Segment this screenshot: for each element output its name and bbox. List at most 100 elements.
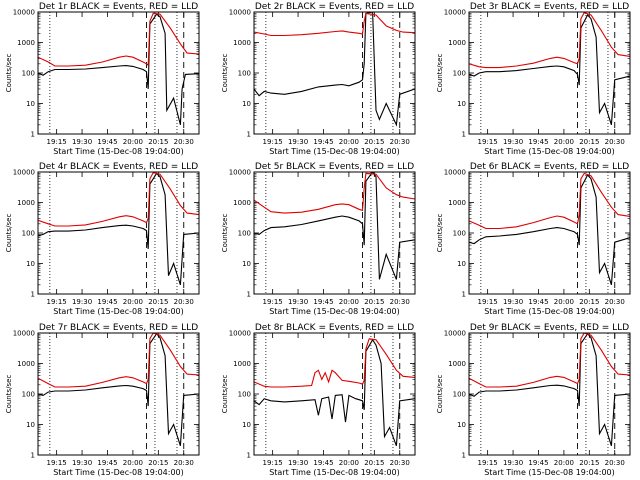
events-series-line [254,12,415,127]
events-series-line [469,174,630,285]
y-tick-label: 100 [22,230,35,238]
x-tick-label: 20:15 [148,459,168,467]
y-tick-label: 100 [238,70,251,78]
y-tick-label: 1 [247,131,251,139]
x-tick-label: 19:45 [97,298,117,306]
plot-frame [468,332,631,456]
y-tick-label: 1 [31,291,35,299]
panel-title: Det 3r BLACK = Events, RED = LLD [470,2,629,12]
y-tick-label: 1000 [233,39,251,47]
panel-det-8: Det 8r BLACK = Events, RED = LLD 1 10 100 10… [221,323,416,477]
panel-det-1: Det 1r BLACK = Events, RED = LLD 1 10 100 10… [5,2,200,156]
lld-series-line [254,338,415,388]
y-tick-label: 10 [26,260,35,268]
y-axis-label: Counts/sec [436,214,444,253]
x-tick-label: 19:45 [313,459,333,467]
lld-series-line [38,12,199,67]
panel-det-9: Det 9r BLACK = Events, RED = LLD 1 10 100 10… [436,323,631,477]
x-tick-label: 20:15 [364,298,384,306]
y-tick-label: 10000 [444,9,466,17]
events-series-line [254,172,415,280]
x-tick-label: 19:30 [503,298,523,306]
x-tick-label: 19:30 [288,459,308,467]
x-tick-label: 19:15 [478,298,498,306]
lld-series-line [469,12,630,69]
x-axis-label: Start Time (15-Dec-08 19:04:00) [53,468,184,477]
panel-det-3: Det 3r BLACK = Events, RED = LLD 1 10 100 10… [436,2,631,156]
x-axis-label: Start Time (15-Dec-08 19:04:00) [269,468,400,477]
y-tick-label: 1 [247,291,251,299]
lld-series-line [38,333,199,388]
plot-frame [37,11,200,135]
y-tick-label: 1000 [448,199,466,207]
x-tick-label: 20:30 [390,298,410,306]
panel-title: Det 5r BLACK = Events, RED = LLD [255,162,414,172]
x-tick-label: 20:15 [148,138,168,146]
panel-title: Det 8r BLACK = Events, RED = LLD [255,323,414,333]
y-tick-label: 10 [242,260,251,268]
y-tick-label: 100 [22,391,35,399]
y-tick-label: 10 [457,421,466,429]
lld-series-line [254,12,415,37]
x-tick-label: 19:45 [97,459,117,467]
x-axis-label: Start Time (15-Dec-08 19:04:00) [53,147,184,156]
x-axis-label: Start Time (15-Dec-08 19:04:00) [269,307,400,316]
panel-title: Det 4r BLACK = Events, RED = LLD [39,162,198,172]
y-tick-label: 1000 [17,199,35,207]
y-tick-label: 100 [238,230,251,238]
x-tick-label: 20:00 [554,459,574,467]
x-tick-label: 19:15 [47,298,67,306]
y-tick-label: 1000 [17,39,35,47]
x-axis-label: Start Time (15-Dec-08 19:04:00) [53,307,184,316]
lld-series-line [254,172,415,214]
panel-title: Det 9r BLACK = Events, RED = LLD [470,323,629,333]
y-tick-label: 10000 [229,330,251,338]
x-tick-label: 20:30 [605,298,625,306]
y-tick-label: 1 [462,131,466,139]
y-axis-label: Counts/sec [221,54,229,93]
x-tick-label: 20:30 [174,138,194,146]
x-tick-label: 20:00 [339,298,359,306]
lld-series-line [469,333,630,388]
x-tick-label: 19:15 [263,459,283,467]
y-tick-label: 1 [31,452,35,460]
x-tick-label: 19:45 [528,138,548,146]
x-tick-label: 20:30 [174,459,194,467]
x-tick-label: 20:00 [339,459,359,467]
panel-det-6: Det 6r BLACK = Events, RED = LLD 1 10 100 10… [436,162,631,316]
y-tick-label: 1000 [233,360,251,368]
x-tick-label: 20:00 [123,138,143,146]
y-tick-label: 10 [26,421,35,429]
y-tick-label: 1 [462,452,466,460]
x-axis-label: Start Time (15-Dec-08 19:04:00) [484,147,615,156]
x-axis-label: Start Time (15-Dec-08 19:04:00) [484,307,615,316]
x-tick-label: 20:30 [605,138,625,146]
panel-title: Det 1r BLACK = Events, RED = LLD [39,2,198,12]
events-series-line [469,14,630,125]
y-tick-label: 1000 [448,360,466,368]
y-tick-label: 10 [457,100,466,108]
y-tick-label: 10000 [13,9,35,17]
y-tick-label: 10 [26,100,35,108]
x-tick-label: 19:30 [503,138,523,146]
x-tick-label: 20:15 [148,298,168,306]
y-axis-label: Counts/sec [5,54,13,93]
y-tick-label: 1 [462,291,466,299]
x-axis-label: Start Time (15-Dec-08 19:04:00) [269,147,400,156]
events-series-line [38,333,199,446]
x-tick-label: 20:00 [123,459,143,467]
y-tick-label: 10 [457,260,466,268]
x-tick-label: 19:30 [288,298,308,306]
y-tick-label: 10000 [444,169,466,177]
events-series-line [469,333,630,446]
y-axis-label: Counts/sec [5,375,13,414]
x-tick-label: 20:15 [579,138,599,146]
x-tick-label: 19:45 [313,298,333,306]
lld-series-line [38,172,199,227]
x-tick-label: 20:15 [579,459,599,467]
x-tick-label: 19:30 [72,459,92,467]
plot-frame [468,171,631,295]
x-tick-label: 19:15 [478,459,498,467]
x-tick-label: 19:15 [47,138,67,146]
x-tick-label: 19:30 [503,459,523,467]
